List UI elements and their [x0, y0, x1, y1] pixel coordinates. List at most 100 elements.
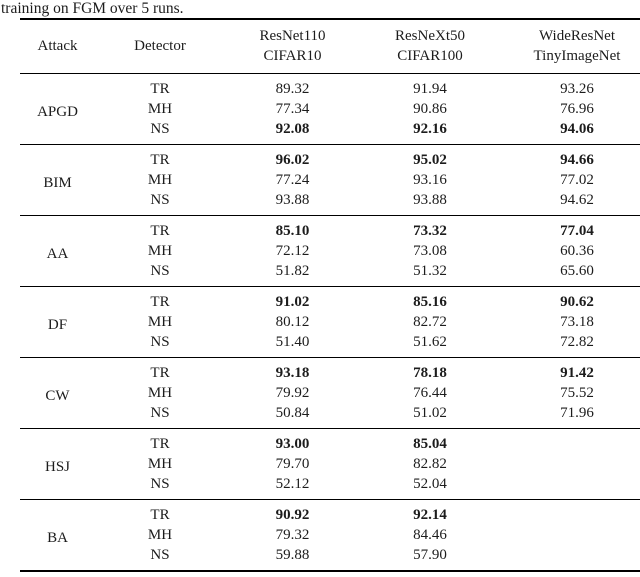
value-cell: 75.52	[560, 385, 594, 401]
detector-label: NS	[150, 121, 170, 137]
value-cell: 90.62	[500, 286, 640, 312]
value-cell	[500, 499, 640, 525]
dataset-name: CIFAR10	[263, 48, 322, 64]
value-cell: 77.04	[500, 215, 640, 241]
col-header-model-resnext50: ResNeXt50 CIFAR100	[360, 19, 500, 74]
detector-label: MH	[147, 456, 173, 472]
detector-label: MH	[147, 385, 173, 401]
detector-label: MH	[147, 314, 173, 330]
value-cell: 71.96	[560, 405, 594, 421]
value-cell	[500, 545, 640, 571]
value-cell	[500, 428, 640, 454]
table-header: Attack Detector ResNet110 CIFAR10 ResNeX…	[20, 19, 640, 74]
attack-label: APGD	[20, 73, 95, 145]
value-cell: 91.42	[500, 357, 640, 383]
col-header-model-resnet110: ResNet110 CIFAR10	[225, 19, 360, 74]
value-cell: 90.92	[225, 499, 360, 525]
value-cell: 77.24	[275, 172, 310, 188]
value-cell: 76.44	[413, 385, 447, 401]
dataset-name: TinyImageNet	[533, 48, 621, 64]
detector-label: TR	[95, 73, 225, 99]
table-row: MH 79.92 76.44 75.52	[20, 383, 640, 403]
value-cell: 73.18	[560, 314, 594, 330]
value-cell: 79.32	[275, 527, 310, 543]
value-cell: 91.94	[360, 73, 500, 99]
value-cell: 94.06	[560, 121, 594, 137]
value-cell: 91.02	[225, 286, 360, 312]
value-cell: 79.70	[275, 456, 310, 472]
model-name: ResNeXt50	[395, 28, 465, 44]
detector-label: MH	[147, 243, 173, 259]
value-cell	[500, 525, 640, 545]
detector-label: NS	[150, 334, 170, 350]
table-row: MH 77.34 90.86 76.96	[20, 99, 640, 119]
attack-label: BIM	[20, 144, 95, 216]
header-row: Attack Detector ResNet110 CIFAR10 ResNeX…	[20, 19, 640, 74]
value-cell: 85.10	[225, 215, 360, 241]
value-cell: 93.00	[225, 428, 360, 454]
model-name: ResNet110	[259, 28, 326, 44]
value-cell: 52.04	[413, 476, 447, 492]
value-cell: 51.82	[275, 263, 310, 279]
value-cell: 50.84	[275, 405, 310, 421]
detector-label: NS	[150, 405, 170, 421]
value-cell: 93.88	[413, 192, 447, 208]
detector-label: MH	[147, 172, 173, 188]
value-cell: 51.02	[413, 405, 447, 421]
value-cell: 92.16	[413, 121, 447, 137]
attack-label: DF	[20, 286, 95, 358]
value-cell	[500, 474, 640, 500]
table-row: BIM TR 96.02 95.02 94.66	[20, 144, 640, 216]
value-cell: 72.12	[275, 243, 310, 259]
detector-label: NS	[150, 547, 170, 563]
value-cell: 73.32	[360, 215, 500, 241]
detector-label: MH	[147, 527, 173, 543]
value-cell: 51.32	[413, 263, 447, 279]
attack-label: AA	[20, 215, 95, 287]
value-cell: 77.34	[275, 101, 310, 117]
detector-label: NS	[150, 263, 170, 279]
table-row: HSJ TR 93.00 85.04	[20, 428, 640, 500]
table-row: MH 72.12 73.08 60.36	[20, 241, 640, 261]
value-cell: 92.08	[275, 121, 310, 137]
table-row: NS 59.88 57.90	[20, 545, 640, 571]
table-body: APGD TR 89.32 91.94 93.26 MH 77.34 90.86 76.96 NS…	[20, 73, 640, 571]
value-cell: 89.32	[225, 73, 360, 99]
table-row: CW TR 93.18 78.18 91.42	[20, 357, 640, 429]
col-header-detector: Detector	[134, 38, 186, 54]
value-cell: 94.62	[560, 192, 594, 208]
value-cell: 52.12	[275, 476, 310, 492]
value-cell: 60.36	[560, 243, 594, 259]
detector-label: MH	[147, 101, 173, 117]
attack-label: CW	[20, 357, 95, 429]
value-cell	[500, 454, 640, 474]
value-cell: 72.82	[560, 334, 594, 350]
table-row: BA TR 90.92 92.14	[20, 499, 640, 571]
value-cell: 92.14	[360, 499, 500, 525]
col-header-attack: Attack	[37, 38, 78, 54]
value-cell: 59.88	[275, 547, 310, 563]
value-cell: 78.18	[360, 357, 500, 383]
table-row: MH 77.24 93.16 77.02	[20, 170, 640, 190]
detector-label: TR	[95, 499, 225, 525]
value-cell: 65.60	[560, 263, 594, 279]
detector-label: NS	[150, 192, 170, 208]
value-cell: 93.16	[413, 172, 447, 188]
table-row: MH 80.12 82.72 73.18	[20, 312, 640, 332]
detector-label: NS	[150, 476, 170, 492]
col-header-model-wideresnet: WideResNet TinyImageNet	[500, 19, 640, 74]
detector-label: TR	[95, 286, 225, 312]
value-cell: 79.92	[275, 385, 310, 401]
value-cell: 85.16	[360, 286, 500, 312]
table-row: MH 79.32 84.46	[20, 525, 640, 545]
value-cell: 77.02	[560, 172, 594, 188]
value-cell: 82.72	[413, 314, 447, 330]
detector-label: TR	[95, 428, 225, 454]
table-row: DF TR 91.02 85.16 90.62	[20, 286, 640, 358]
table-row: AA TR 85.10 73.32 77.04	[20, 215, 640, 287]
value-cell: 93.18	[225, 357, 360, 383]
table-row: APGD TR 89.32 91.94 93.26	[20, 73, 640, 145]
results-table: Attack Detector ResNet110 CIFAR10 ResNeX…	[20, 18, 640, 572]
value-cell: 90.86	[413, 101, 447, 117]
